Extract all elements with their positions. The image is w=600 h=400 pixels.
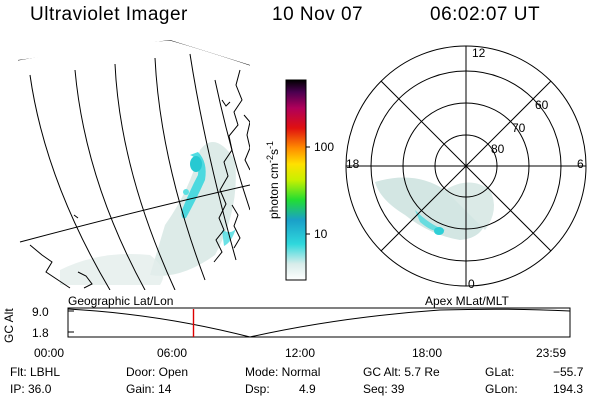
dsp-label: Dsp:: [245, 382, 270, 396]
polar-auroral-oval: [415, 210, 445, 235]
door-info: Door: Open: [126, 365, 189, 379]
mlt-label-0: 0: [468, 277, 475, 291]
glat-label: GLat:: [485, 365, 515, 379]
auroral-arc: [181, 152, 236, 246]
mlt-label-18: 18: [346, 157, 360, 171]
colorbar-unit-label: photon cm-2s-1: [265, 141, 281, 219]
glon-value: 194.3: [553, 382, 584, 396]
ip-info: IP: 36.0: [10, 382, 52, 396]
mlt-label-6: 6: [577, 157, 584, 171]
instrument-title: Ultraviolet Imager: [30, 4, 188, 25]
glon-label: GLon:: [485, 382, 518, 396]
mlt-label-12: 12: [472, 46, 486, 60]
gain-info: Gain: 14: [126, 382, 172, 396]
mlat-label-60: 60: [535, 98, 549, 112]
polar-faint-glow: [375, 177, 494, 240]
gc-alt-info: GC Alt: 5.7 Re: [363, 365, 440, 379]
mode-info: Mode: Normal: [245, 365, 321, 379]
timeline-frame: [67, 307, 571, 338]
seq-info: Seq: 39: [363, 382, 405, 396]
geographic-coord-title: Geographic Lat/Lon: [68, 294, 174, 308]
color-scale-bar: photon cm-2s-1: [265, 79, 310, 281]
x-tick-1800: 18:00: [412, 346, 443, 360]
color-gradient: [285, 79, 307, 281]
x-tick-1200: 12:00: [285, 346, 316, 360]
polar-mlt-plot: [345, 45, 587, 287]
x-tick-0000: 00:00: [34, 346, 65, 360]
apex-coord-title: Apex MLat/MLT: [425, 294, 509, 308]
coastline: [29, 69, 250, 289]
x-tick-0600: 06:00: [157, 346, 188, 360]
geographic-map-view: [17, 40, 250, 290]
orbit-timeline-plot: [67, 307, 571, 338]
mlat-label-80: 80: [491, 142, 505, 156]
altitude-curve: [67, 308, 571, 338]
faint-glow-region: [60, 142, 236, 285]
polar-grid: [345, 45, 587, 287]
x-tick-2359: 23:59: [536, 346, 567, 360]
dsp-value: 4.9: [299, 382, 316, 396]
glat-value: −55.7: [553, 365, 584, 379]
date-label: 10 Nov 07: [272, 4, 364, 25]
colorbar-tick-100: 100: [314, 140, 335, 154]
y-tick-top: 9.0: [32, 305, 49, 319]
colorbar-tick-10: 10: [314, 227, 328, 241]
time-label: 06:02:07 UT: [430, 4, 541, 25]
mlat-label-70: 70: [512, 121, 526, 135]
filter-info: Flt: LBHL: [10, 365, 61, 379]
y-tick-bottom: 1.8: [32, 326, 49, 340]
